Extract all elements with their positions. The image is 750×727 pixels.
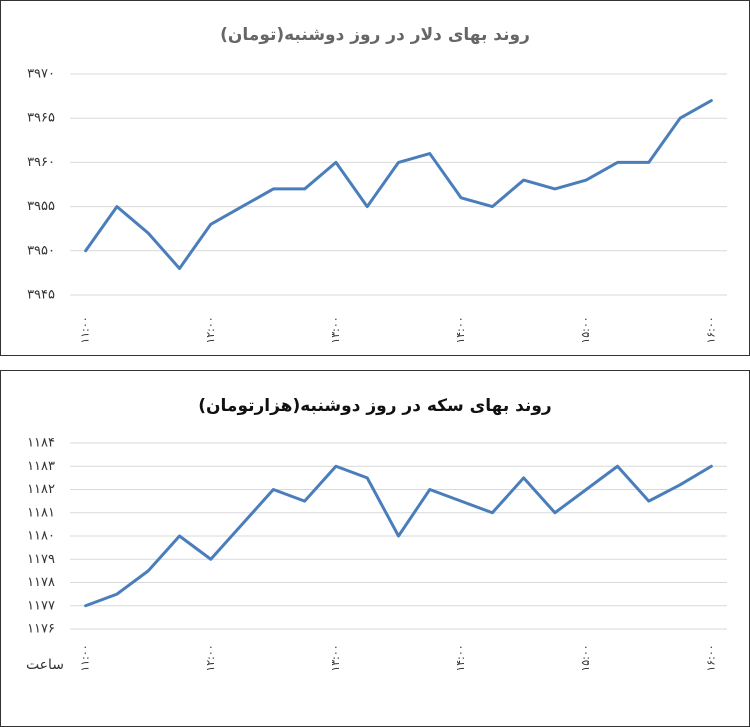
x-tick-label: ۱۳:۰۰	[329, 316, 342, 343]
y-tick-label: ۳۹۵۰	[27, 243, 55, 258]
chart-panel	[0, 0, 750, 356]
x-tick-label: ۱۵:۰۰	[579, 316, 592, 343]
y-tick-label: ۳۹۷۰	[27, 67, 55, 82]
x-tick-label: ۱۳:۰۰	[329, 644, 342, 671]
x-tick-label: ۱۲:۰۰	[204, 644, 217, 671]
x-tick-label: ۱۵:۰۰	[579, 644, 592, 671]
x-tick-label: ۱۱:۰۰	[79, 644, 92, 671]
y-tick-label: ۱۱۸۴	[27, 436, 55, 451]
y-tick-label: ۱۱۸۳	[27, 459, 55, 474]
y-tick-label: ۱۱۷۷	[27, 598, 55, 613]
y-tick-label: ۱۱۷۸	[27, 575, 55, 590]
chart-title: روند بهای دلار در روز دوشنبه(تومان)	[220, 25, 530, 45]
y-tick-label: ۱۱۸۱	[27, 505, 55, 520]
x-tick-label: ۱۶:۰۰	[704, 316, 717, 343]
x-tick-label: ۱۱:۰۰	[79, 316, 92, 343]
y-tick-label: ۳۹۴۵	[27, 288, 55, 303]
chart-panel	[0, 370, 750, 727]
y-tick-label: ۱۱۸۰	[27, 529, 55, 544]
x-tick-label: ۱۶:۰۰	[704, 644, 717, 671]
x-tick-label: ۱۲:۰۰	[204, 316, 217, 343]
data-line	[84, 464, 713, 608]
y-tick-label: ۱۱۷۹	[27, 552, 55, 567]
data-line	[84, 99, 713, 270]
x-tick-label: ۱۴:۰۰	[454, 316, 467, 343]
y-tick-label: ۳۹۶۵	[27, 111, 55, 126]
y-tick-label: ۱۱۷۶	[27, 622, 55, 637]
y-tick-label: ۳۹۵۵	[27, 199, 55, 214]
x-tick-label: ۱۴:۰۰	[454, 644, 467, 671]
y-tick-label: ۳۹۶۰	[27, 155, 55, 170]
x-axis-label: ساعت	[26, 657, 64, 673]
y-tick-label: ۱۱۸۲	[27, 482, 55, 497]
chart-title: روند بهای سکه در روز دوشنبه(هزارتومان)	[198, 396, 551, 416]
